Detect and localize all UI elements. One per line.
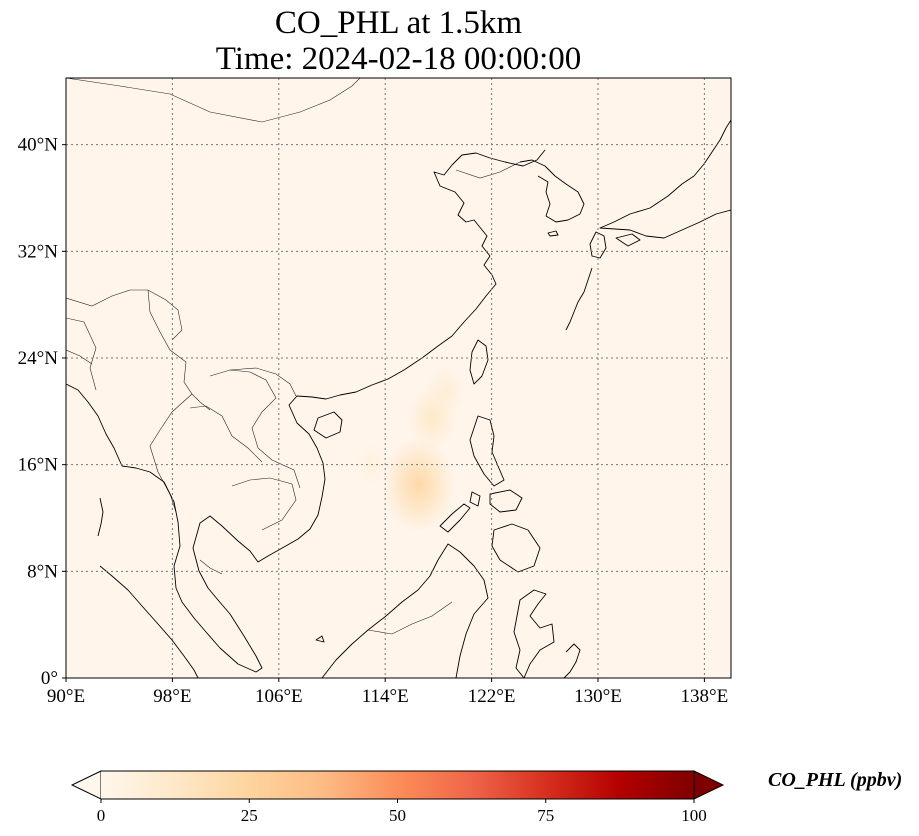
colorbar-min-extension xyxy=(70,770,102,800)
lon-tick-label: 106°E xyxy=(255,686,303,707)
taiwan-coastline xyxy=(469,339,489,385)
co-plume xyxy=(425,365,465,417)
colorbar-label: CO_PHL (ppbv) xyxy=(768,769,903,791)
japan-honshu xyxy=(599,119,731,239)
coastlines xyxy=(66,119,731,678)
colorbar-tick-label: 50 xyxy=(389,806,406,825)
lat-tick-label: 16°N xyxy=(18,455,59,476)
border-india-bangladesh xyxy=(66,349,93,365)
lat-tick-label: 40°N xyxy=(18,135,59,156)
jeju-island xyxy=(547,230,559,237)
border-myanmar-thailand xyxy=(149,393,193,513)
ryukyu-islands xyxy=(565,267,593,331)
border-borneo xyxy=(367,601,453,635)
border-myanmar-china xyxy=(147,289,211,411)
border-china-korea xyxy=(455,161,521,179)
concentration-field xyxy=(66,78,731,678)
japan-kyushu xyxy=(589,231,607,259)
map-frame xyxy=(65,77,732,679)
colorbar-gradient xyxy=(101,771,694,799)
lon-tick-label: 98°E xyxy=(153,686,191,707)
lat-tick-label: 0° xyxy=(41,668,58,689)
border-malaysia-thailand xyxy=(199,559,223,575)
luzon-coastline xyxy=(469,415,505,487)
colorbar-tick-label: 100 xyxy=(681,806,707,825)
hainan-coastline xyxy=(313,411,343,439)
sulawesi-coastline xyxy=(513,589,555,678)
lon-tick-label: 138°E xyxy=(681,686,729,707)
palawan-coastline xyxy=(439,503,471,533)
map-title-line-1: CO_PHL at 1.5km xyxy=(274,5,523,41)
lon-tick-label: 130°E xyxy=(574,686,622,707)
colorbar-ticks: 0 25 50 75 100 xyxy=(97,799,707,825)
sumatra-coastline xyxy=(99,565,199,678)
colorbar-tick-label: 75 xyxy=(537,806,554,825)
border-laos xyxy=(209,369,301,489)
mindanao-coastline xyxy=(491,523,541,573)
border-china-north xyxy=(66,78,361,123)
lat-tick-label: 32°N xyxy=(18,241,59,262)
colorbar-tick-label: 0 xyxy=(97,806,106,825)
lat-tick-label: 8°N xyxy=(27,561,58,582)
borders xyxy=(66,78,521,635)
halmahera-coastline xyxy=(563,643,581,678)
border-laos-thailand xyxy=(189,405,263,463)
lat-tick-label: 24°N xyxy=(18,348,59,369)
gridlines xyxy=(66,78,731,678)
longitude-axis: 90°E 98°E 106°E 114°E 122°E 130°E 138°E xyxy=(47,678,728,707)
latitude-axis: 0° 8°N 16°N 24°N 32°N 40°N xyxy=(18,135,66,689)
mainland-coastline xyxy=(66,149,546,673)
map-title-line-2: Time: 2024-02-18 00:00:00 xyxy=(215,41,582,77)
japan-shikoku xyxy=(615,233,641,247)
colorbar: 0 25 50 75 100 xyxy=(70,770,725,825)
lon-tick-label: 90°E xyxy=(47,686,85,707)
co-plume xyxy=(382,437,455,532)
korea-coastline xyxy=(519,159,585,223)
border-china-vietnam xyxy=(229,367,297,397)
borneo-coastline xyxy=(321,543,489,678)
mindoro-coastline xyxy=(469,491,481,507)
lon-tick-label: 122°E xyxy=(468,686,516,707)
border-cambodia xyxy=(231,477,297,531)
andaman-islands xyxy=(97,497,104,537)
colorbar-tick-label: 25 xyxy=(241,806,258,825)
colorbar-max-extension xyxy=(693,770,725,800)
small-island-1 xyxy=(315,635,325,643)
lon-tick-label: 114°E xyxy=(362,686,409,707)
border-myanmar-india xyxy=(66,317,97,391)
visayas-coastline xyxy=(489,489,523,513)
